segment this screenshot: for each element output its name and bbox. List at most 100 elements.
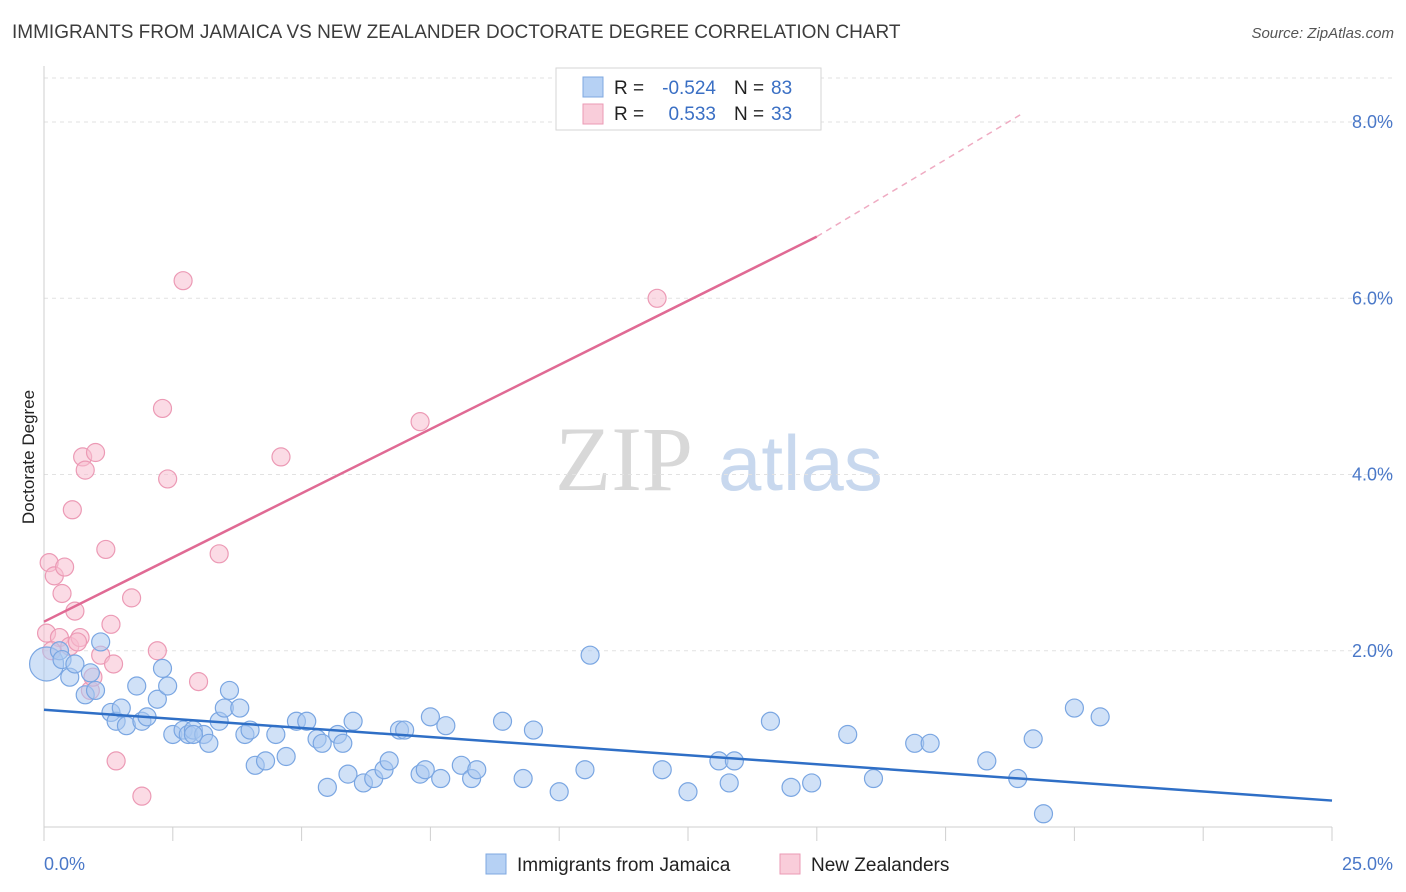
trend-line-new-zealanders [43, 235, 818, 623]
legend-swatch-new-zealanders [779, 853, 801, 875]
legend-swatch-pink [582, 103, 604, 125]
series-legend: Immigrants from Jamaica New Zealanders [485, 853, 949, 876]
correlation-legend: R = -0.524 N = 83 R = 0.533 N = 33 [555, 67, 822, 131]
data-point [173, 271, 193, 291]
data-point [1033, 804, 1054, 824]
data-point [863, 768, 884, 789]
data-point [724, 751, 744, 771]
data-point [152, 658, 173, 678]
data-point [838, 724, 858, 745]
data-point [652, 760, 672, 780]
data-point [781, 777, 801, 797]
y-tick-label: 4.0% [1352, 465, 1393, 485]
data-point [415, 760, 435, 780]
data-point [920, 733, 940, 753]
data-point [420, 707, 440, 727]
watermark-zip: ZIP [555, 408, 693, 510]
legend-r-label-1: R = [614, 78, 644, 99]
data-point [127, 676, 147, 696]
data-point [977, 751, 997, 771]
data-point [230, 698, 250, 718]
legend-label-jamaica: Immigrants from Jamaica [517, 855, 731, 876]
data-point [1090, 707, 1110, 727]
data-point [431, 768, 451, 789]
data-point [65, 601, 85, 621]
trend-lines [43, 112, 1333, 802]
watermark-atlas: atlas [718, 419, 883, 507]
legend-n-value-2: 33 [771, 104, 792, 125]
legend-r-value-1: -0.524 [662, 78, 716, 99]
data-point [80, 663, 100, 683]
legend-n-label-2: N = [734, 104, 764, 125]
data-point [147, 641, 167, 661]
legend-swatch-blue [582, 76, 604, 98]
data-point [111, 698, 131, 718]
data-point [1064, 698, 1085, 718]
series-new-zealanders [36, 271, 667, 806]
x-tick-label: 0.0% [44, 854, 85, 874]
data-point [317, 777, 337, 797]
data-point [467, 760, 487, 780]
data-point [75, 460, 95, 480]
data-point [513, 768, 533, 789]
data-point [580, 645, 600, 665]
data-point [647, 288, 667, 308]
data-point [106, 751, 126, 771]
data-point [333, 733, 353, 753]
data-point [410, 412, 430, 432]
data-point [492, 711, 513, 731]
y-tick-labels: 2.0% 4.0% 6.0% 8.0% [1352, 112, 1393, 661]
data-point [436, 716, 456, 736]
legend-n-label-1: N = [734, 78, 764, 99]
data-point [760, 711, 781, 731]
data-point [52, 583, 72, 604]
data-point [523, 720, 544, 740]
data-point [158, 469, 178, 489]
data-point [67, 632, 88, 652]
data-point [55, 557, 75, 577]
data-point [152, 398, 173, 419]
data-point [96, 539, 116, 560]
data-point [719, 773, 739, 793]
data-point [678, 782, 698, 802]
data-point [62, 500, 82, 520]
legend-swatch-jamaica [485, 853, 507, 875]
data-point [85, 680, 106, 701]
data-point [91, 632, 111, 652]
data-point [85, 442, 106, 463]
data-point [132, 786, 152, 806]
data-point [183, 724, 204, 745]
y-axis-label: Doctorate Degree [19, 390, 38, 524]
data-point [209, 544, 229, 564]
data-point [1023, 729, 1043, 749]
trend-line-new-zealanders-extension [816, 112, 1024, 238]
data-point [101, 614, 121, 634]
data-point [219, 680, 240, 701]
data-point [266, 724, 286, 745]
x-tick-labels: 0.0% 25.0% [44, 854, 1393, 874]
series-immigrants-from-jamaica [28, 632, 1110, 824]
y-tick-label: 2.0% [1352, 641, 1393, 661]
data-point [297, 711, 317, 731]
data-point [255, 751, 276, 771]
y-tick-label: 6.0% [1352, 288, 1393, 308]
trend-line-jamaica [43, 708, 1333, 802]
chart-title: IMMIGRANTS FROM JAMAICA VS NEW ZEALANDER… [12, 22, 901, 43]
legend-r-value-2: 0.533 [668, 104, 716, 125]
chart-source: Source: ZipAtlas.com [1251, 25, 1394, 42]
data-point [549, 782, 569, 802]
legend-label-new-zealanders: New Zealanders [811, 855, 949, 876]
zipatlas-watermark: ZIP atlas [555, 408, 883, 510]
axes [43, 66, 1333, 841]
data-point [65, 654, 85, 674]
gridlines [44, 77, 1392, 652]
data-point [147, 689, 167, 709]
y-tick-label: 8.0% [1352, 112, 1393, 132]
data-point [188, 672, 209, 692]
data-point [271, 447, 291, 467]
data-point [338, 764, 358, 784]
data-point [379, 751, 399, 771]
data-point [103, 654, 124, 674]
data-point [121, 588, 142, 608]
